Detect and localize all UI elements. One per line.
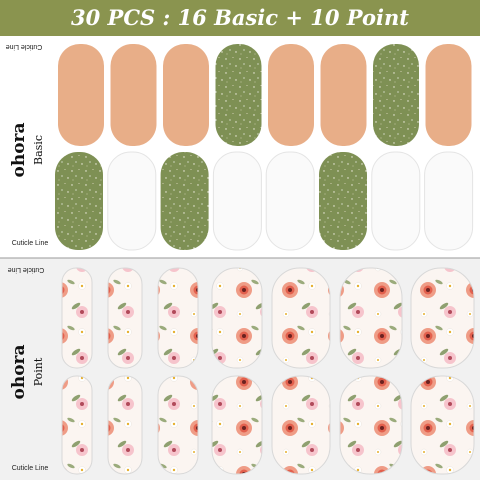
nail-sticker [215,44,262,146]
cuticle-label: Cuticle Line [12,465,49,472]
nail-sticker [160,152,209,250]
nail-sticker [61,267,93,369]
nails [55,44,475,475]
nail-sticker [110,44,157,146]
set-name: Point [32,357,45,386]
nail-sticker [157,267,199,369]
nail-sticker [211,267,263,369]
nail-sticker [410,267,475,369]
nail-sticker [339,375,403,475]
cuticle-label: Cuticle Line [6,43,43,50]
nail-sticker [61,375,93,475]
nail-sticker [271,375,331,475]
set-name: Basic [32,135,45,165]
nail-sticker [320,44,367,146]
nail-sticker [107,267,143,369]
header-band [0,0,480,36]
nail-sticker [271,267,331,369]
nail-sticker [107,375,143,475]
nail-sticker [58,44,104,146]
nail-sticker [425,44,472,146]
nail-sticker [339,267,403,369]
nail-sticker [424,151,474,251]
nail-sticker [268,44,314,146]
nail-sticker [157,375,199,475]
cuticle-label: Cuticle Line [8,266,45,273]
nail-sticker [107,151,157,251]
nail-sticker [211,375,263,475]
nail-sticker [163,44,209,146]
nail-sticker [319,152,367,250]
brand: ohora [9,344,29,399]
nail-sticker [212,151,262,251]
header-title: 30 PCS : 16 Basic + 10 Point [71,5,409,30]
nail-sticker [410,375,475,475]
nail-sticker [371,151,421,251]
nail-sticker [265,151,315,251]
nail-sticker [55,152,103,250]
nail-sticker [373,44,419,146]
cuticle-label: Cuticle Line [12,240,49,247]
brand: ohora [9,122,29,177]
